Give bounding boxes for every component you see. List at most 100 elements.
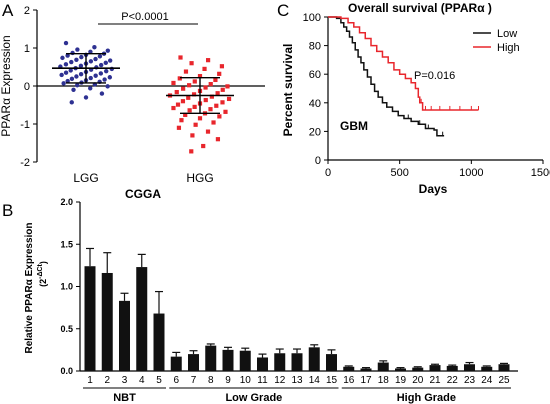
panel-b-y-label-formula-sup: -ΔCt [37, 263, 44, 278]
hgg-point [220, 100, 225, 105]
lgg-point [105, 48, 111, 53]
hgg-point [191, 92, 197, 97]
bar-sample-22 [446, 365, 458, 371]
bar-category-label: 4 [139, 375, 145, 386]
bar-sample-14 [308, 347, 320, 371]
panel-a-y-tick-label: -2 [20, 157, 30, 169]
bar-category-label: 1 [87, 375, 93, 386]
bar-sample-11 [257, 357, 268, 371]
hgg-point [174, 89, 179, 95]
bar-sample-4 [136, 267, 148, 371]
lgg-point [74, 57, 79, 62]
hgg-point [208, 107, 213, 112]
lgg-point [103, 60, 108, 66]
hgg-point [171, 105, 176, 111]
panel-a-group-label-hgg: HGG [186, 171, 213, 185]
hgg-point [171, 80, 176, 86]
lgg-point [63, 62, 69, 67]
bar-category-label: 9 [225, 375, 231, 386]
bar-category-label: 22 [447, 375, 459, 386]
bar-category-label: 5 [156, 375, 162, 386]
panel-a-group-label-lgg: LGG [73, 171, 98, 185]
bar-sample-5 [153, 313, 165, 371]
panel-c-title: Overall survival (PPARα ) [348, 1, 492, 15]
panel-c-y-tick-label: 40 [309, 98, 321, 110]
bar-sample-9 [222, 349, 234, 371]
bar-sample-18 [377, 362, 389, 371]
lgg-point [97, 54, 103, 59]
lgg-point [69, 100, 74, 105]
panel-b-y-label: Relative PPARα Expression [24, 222, 35, 353]
hgg-point [211, 120, 216, 125]
lgg-point [63, 70, 69, 75]
lgg-point [61, 81, 66, 86]
bar-category-label: 17 [360, 375, 372, 386]
panel-c-x-tick-label: 0 [325, 167, 331, 179]
panel-b-y-tick-label: 2.0 [60, 197, 73, 207]
hgg-point [175, 102, 181, 107]
group-bracket-label: High Grade [397, 392, 456, 404]
bar-category-label: 16 [343, 375, 355, 386]
lgg-point [79, 54, 84, 60]
hgg-point [179, 118, 184, 123]
hgg-point [217, 114, 222, 119]
hgg-point [205, 129, 211, 134]
panel-a-scatter: 2 1 0 -1 -2 PPARα Expression P<0.0001 LGG HG… [0, 5, 265, 201]
hgg-point [213, 77, 218, 83]
hgg-point [205, 58, 211, 63]
hgg-point [178, 55, 183, 60]
lgg-point [93, 56, 98, 62]
panel-c-survival: Overall survival (PPARα ) 05001000150010… [281, 1, 550, 196]
panel-c-x-tick-label: 1000 [459, 167, 483, 179]
lgg-point [59, 72, 64, 78]
bar-category-label: 2 [104, 375, 110, 386]
bar-sample-16 [343, 366, 355, 371]
bar-sample-25 [498, 364, 510, 371]
lgg-point [74, 74, 79, 79]
lgg-point [75, 47, 80, 52]
lgg-point [69, 59, 74, 65]
hgg-point [215, 91, 220, 96]
lgg-point [78, 72, 84, 77]
bar-sample-23 [464, 364, 475, 371]
hgg-point [177, 76, 182, 81]
lgg-point [75, 83, 80, 88]
panel-c-x-tick-label: 500 [390, 167, 408, 179]
bar-sample-20 [412, 367, 424, 371]
panel-a-p-value: P<0.0001 [121, 11, 168, 23]
bar-category-label: 19 [395, 375, 407, 386]
hgg-point [183, 112, 188, 117]
lgg-point [63, 40, 69, 46]
hgg-point [202, 66, 207, 71]
panel-c-cohort-label: GBM [340, 119, 368, 133]
hgg-point [208, 82, 213, 87]
panel-c-y-label: Percent survival [281, 44, 295, 137]
bar-sample-1 [84, 266, 96, 371]
bar-category-label: 13 [291, 375, 303, 386]
lgg-point [99, 91, 105, 96]
hgg-point [187, 83, 192, 88]
hgg-point [219, 64, 225, 69]
lgg-point [105, 84, 110, 89]
bar-category-label: 18 [378, 375, 390, 386]
lgg-point [60, 55, 65, 61]
bar-category-label: 7 [191, 375, 197, 386]
hgg-point [183, 69, 189, 74]
hgg-point [197, 74, 203, 79]
bar-category-label: 23 [464, 375, 476, 386]
bar-category-label: 14 [309, 375, 321, 386]
panel-b-letter: B [2, 201, 13, 220]
hgg-point [225, 84, 230, 89]
hgg-point [223, 109, 228, 114]
bar-sample-21 [429, 365, 441, 371]
panel-c-y-tick-label: 20 [309, 126, 321, 138]
panel-a-y-tick-label: 1 [24, 43, 30, 55]
lgg-point [83, 95, 89, 100]
legend-label-low: Low [497, 28, 517, 40]
panel-c-y-tick-label: 60 [309, 69, 321, 81]
hgg-point [189, 61, 194, 66]
bar-sample-13 [291, 353, 303, 371]
lgg-point [92, 45, 97, 50]
lgg-point [88, 59, 94, 64]
panel-b-y-label-formula-end: ) [38, 261, 48, 264]
